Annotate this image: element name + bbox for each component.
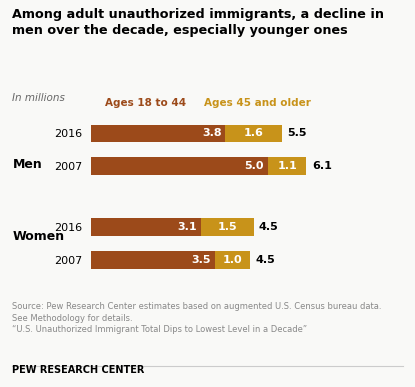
Text: 3.5: 3.5 — [192, 255, 211, 265]
Bar — [268, 157, 307, 175]
Text: 1.0: 1.0 — [222, 255, 242, 265]
Text: 3.8: 3.8 — [202, 128, 222, 139]
Text: In millions: In millions — [12, 93, 65, 103]
Text: 3.1: 3.1 — [178, 222, 197, 232]
Bar — [91, 125, 225, 142]
Text: Women: Women — [12, 229, 65, 243]
Bar — [91, 157, 268, 175]
Text: Ages 45 and older: Ages 45 and older — [204, 98, 311, 108]
Bar — [225, 125, 282, 142]
Text: 5.5: 5.5 — [287, 128, 307, 139]
Text: Ages 18 to 44: Ages 18 to 44 — [105, 98, 186, 108]
Text: Men: Men — [12, 158, 42, 171]
Text: 1.1: 1.1 — [277, 161, 297, 171]
Bar — [91, 251, 215, 269]
Bar — [215, 251, 250, 269]
Text: 4.5: 4.5 — [255, 255, 275, 265]
Text: 6.1: 6.1 — [312, 161, 332, 171]
Bar — [201, 218, 254, 236]
Text: Source: Pew Research Center estimates based on augmented U.S. Census bureau data: Source: Pew Research Center estimates ba… — [12, 302, 382, 334]
Text: Among adult unauthorized immigrants, a decline in
men over the decade, especiall: Among adult unauthorized immigrants, a d… — [12, 8, 384, 37]
Text: PEW RESEARCH CENTER: PEW RESEARCH CENTER — [12, 365, 145, 375]
Text: 5.0: 5.0 — [245, 161, 264, 171]
Bar — [91, 218, 201, 236]
Text: 1.6: 1.6 — [244, 128, 264, 139]
Text: 1.5: 1.5 — [217, 222, 237, 232]
Text: 4.5: 4.5 — [259, 222, 278, 232]
